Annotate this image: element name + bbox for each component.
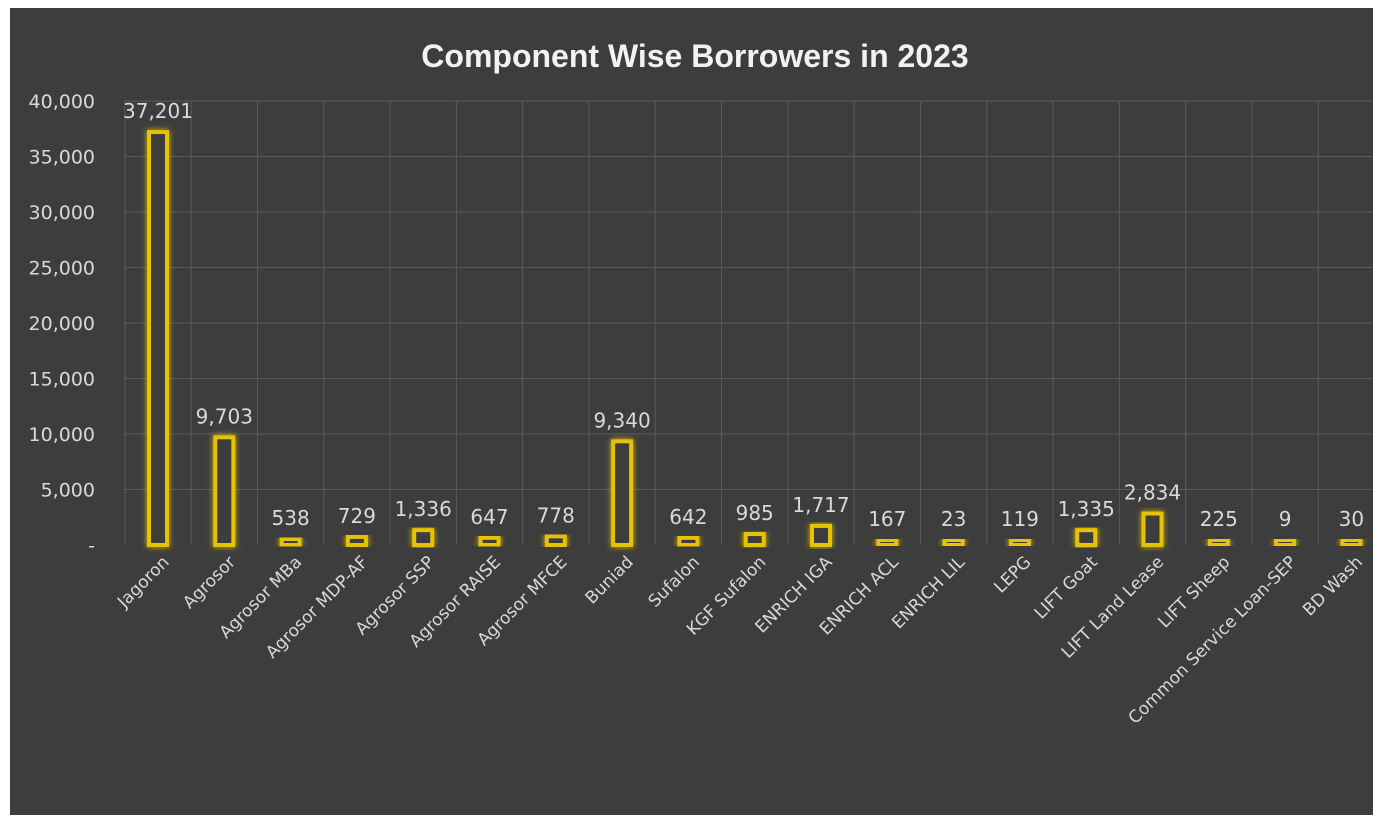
chart-background (10, 8, 1373, 815)
data-label: 23 (941, 507, 966, 531)
data-label: 9 (1279, 507, 1292, 531)
y-tick-label: 25,000 (29, 258, 95, 280)
bar (345, 534, 368, 547)
data-label: 729 (338, 504, 376, 528)
bar (611, 439, 634, 547)
bars (147, 130, 1363, 548)
gridlines (124, 100, 1373, 545)
data-label: 778 (537, 503, 575, 527)
bar (213, 435, 236, 547)
data-label: 1,717 (792, 493, 849, 517)
data-label: 1,336 (395, 497, 452, 521)
chart-title: Component Wise Borrowers in 2023 (421, 38, 968, 74)
y-tick-label: 20,000 (29, 313, 95, 335)
y-tick-label: - (88, 535, 95, 557)
data-label: 37,201 (123, 99, 193, 123)
y-tick-label: 35,000 (29, 147, 95, 169)
bar (412, 528, 435, 548)
bar (1008, 538, 1031, 547)
y-tick-label: 30,000 (29, 202, 95, 224)
data-labels: 37,201 9,703 538 729 1,336 647 778 9,340 642 985 1… (123, 99, 1364, 531)
bar (942, 538, 965, 547)
y-tick-label: 5,000 (41, 480, 95, 502)
data-label: 30 (1339, 507, 1364, 531)
data-label: 9,340 (593, 408, 650, 432)
bar (677, 535, 700, 547)
data-label: 647 (470, 505, 508, 529)
bar (1141, 511, 1164, 548)
y-tick-label: 40,000 (29, 91, 95, 113)
data-label: 1,335 (1058, 497, 1115, 521)
data-label: 538 (272, 506, 310, 530)
data-label: 225 (1200, 507, 1238, 531)
bar (1274, 538, 1297, 547)
bar (876, 538, 899, 547)
y-axis-tick-labels: - 5,000 10,000 15,000 20,000 25,000 30,000 35,0… (29, 91, 95, 557)
bar (279, 537, 302, 547)
y-tick-label: 10,000 (29, 424, 95, 446)
data-label: 642 (669, 505, 707, 529)
bar (743, 532, 766, 548)
data-label: 167 (868, 507, 906, 531)
bar (1207, 538, 1230, 547)
data-label: 9,703 (196, 404, 253, 428)
data-label: 119 (1001, 507, 1039, 531)
bar (810, 523, 832, 547)
data-label: 2,834 (1124, 481, 1181, 505)
y-tick-label: 15,000 (29, 369, 95, 391)
bar (544, 534, 567, 547)
data-label: 985 (736, 501, 774, 525)
bar (1075, 528, 1098, 548)
bar (1340, 538, 1363, 547)
bar (478, 535, 501, 547)
bar (147, 130, 169, 547)
